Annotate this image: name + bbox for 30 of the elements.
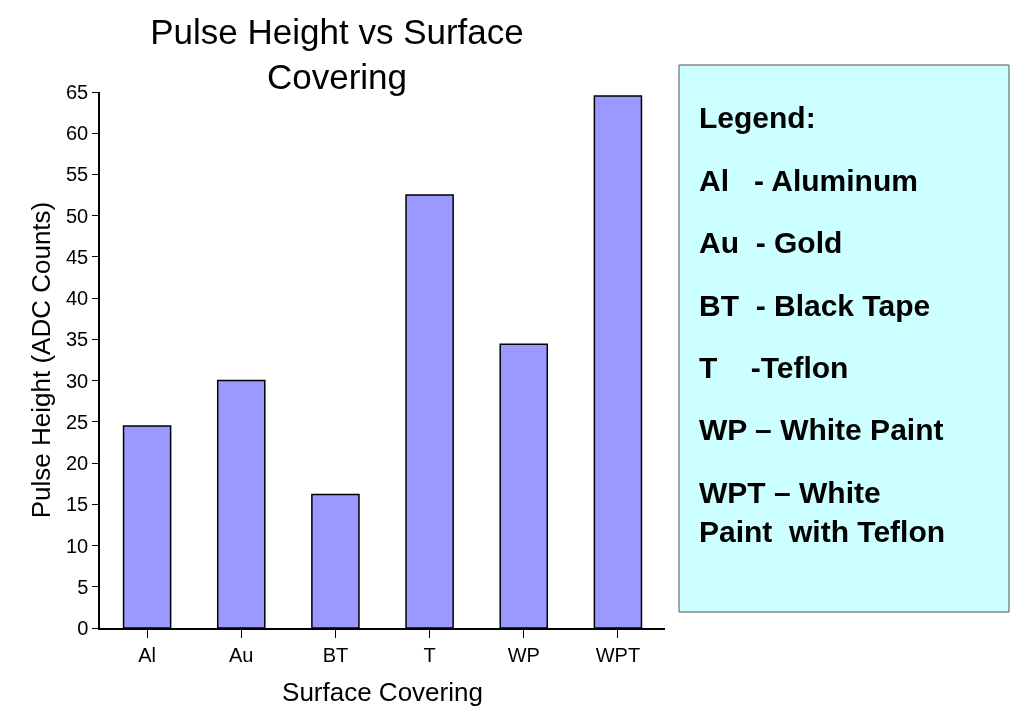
- x-tick-label: WPT: [595, 643, 641, 666]
- x-axis-title: Surface Covering: [282, 676, 483, 707]
- y-tick-label: 30: [66, 369, 89, 392]
- text: Legend:: [699, 101, 816, 134]
- x-tick-label: Al: [138, 643, 156, 666]
- y-tick-label: 35: [66, 328, 89, 351]
- y-tick-label: 0: [77, 617, 89, 639]
- y-tick-label: 10: [66, 534, 89, 557]
- y-tick-label: 55: [66, 163, 89, 186]
- y-tick-label: 25: [66, 410, 89, 433]
- text: T -Teflon: [699, 351, 849, 384]
- y-axis-title: Pulse Height (ADC Counts): [25, 201, 56, 519]
- text: Al - Aluminum: [699, 164, 918, 197]
- x-tick-label: BT: [322, 643, 349, 666]
- y-tick-label: 65: [66, 81, 89, 103]
- chart-title: Pulse Height vs Surface Covering: [150, 11, 524, 97]
- y-tick-label: 45: [66, 245, 89, 268]
- y-tick-label: 20: [66, 452, 89, 475]
- x-tick-label: T: [423, 643, 436, 666]
- x-tick-label: Au: [229, 643, 254, 666]
- text: BT - Black Tape: [699, 289, 931, 322]
- text: WPT – White Paint with Teflon: [699, 476, 946, 548]
- y-tick-label: 50: [66, 204, 89, 227]
- y-tick-label: 60: [66, 122, 89, 145]
- y-tick-label: 5: [77, 575, 89, 598]
- text: WP – White Paint: [699, 413, 944, 446]
- text: Au - Gold: [699, 226, 843, 259]
- y-tick-label: 15: [66, 493, 89, 516]
- y-tick-label: 40: [66, 287, 89, 310]
- x-tick-label: WP: [507, 643, 540, 666]
